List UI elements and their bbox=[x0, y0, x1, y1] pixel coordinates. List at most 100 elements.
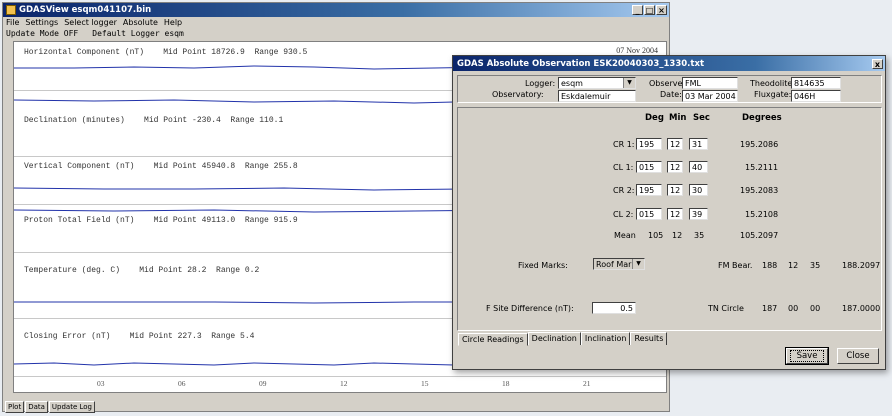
plot-date: 07 Nov 2004 bbox=[616, 46, 658, 55]
reading-label: CR 1: bbox=[613, 140, 635, 149]
panel-label: Declination (minutes) Mid Point -230.4 R… bbox=[24, 116, 284, 125]
sec-input[interactable]: 39 bbox=[689, 208, 708, 220]
degrees-value: 15.2111 bbox=[745, 163, 779, 172]
x-tick: 06 bbox=[178, 379, 186, 388]
fixed-marks-select[interactable]: Roof Mark ▼ bbox=[593, 258, 645, 270]
reading-label: CR 2: bbox=[613, 186, 635, 195]
absolute-observation-dialog: GDAS Absolute Observation ESK20040303_13… bbox=[452, 55, 886, 370]
observatory-field[interactable]: Eskdalemuir bbox=[558, 90, 636, 102]
observer-label: Observer: bbox=[649, 79, 689, 88]
fluxgate-field[interactable]: 046H bbox=[791, 90, 841, 102]
degrees-header: Degrees bbox=[742, 113, 782, 123]
mean-label: Mean bbox=[614, 231, 636, 240]
tn-circle-deg: 187 bbox=[762, 304, 778, 313]
menu-file[interactable]: File bbox=[6, 18, 20, 27]
app-icon bbox=[6, 5, 16, 15]
theodolite-label: Theodolite: bbox=[750, 79, 795, 88]
menu-settings[interactable]: Settings bbox=[25, 18, 59, 27]
tab-update-log[interactable]: Update Log bbox=[48, 401, 96, 413]
tab-circle-readings[interactable]: Circle Readings bbox=[458, 333, 528, 346]
panel-label: Vertical Component (nT) Mid Point 45940.… bbox=[24, 162, 298, 171]
chevron-down-icon: ▼ bbox=[623, 78, 635, 88]
deg-input[interactable]: 015 bbox=[636, 161, 662, 173]
logger-select[interactable]: esqm ▼ bbox=[558, 77, 636, 89]
deg-header: Deg bbox=[645, 113, 664, 123]
main-window-title: GDASView esqm041107.bin bbox=[19, 5, 152, 15]
min-header: Min bbox=[669, 113, 687, 123]
degrees-value: 195.2083 bbox=[740, 186, 779, 195]
logger-value: esqm bbox=[561, 79, 583, 88]
degrees-value: 195.2086 bbox=[740, 140, 779, 149]
x-tick: 15 bbox=[421, 379, 429, 388]
fm-bear-degrees: 188.2097 bbox=[842, 261, 881, 270]
observatory-label: Observatory: bbox=[492, 90, 544, 99]
date-field[interactable]: 03 Mar 2004 bbox=[682, 90, 738, 102]
panel-label: Horizontal Component (nT) Mid Point 1872… bbox=[24, 48, 308, 57]
deg-input[interactable]: 015 bbox=[636, 208, 662, 220]
update-mode-text: Update Mode OFF bbox=[6, 29, 79, 38]
close-button-label: Close bbox=[846, 351, 870, 361]
x-tick: 09 bbox=[259, 379, 267, 388]
fluxgate-value: 046H bbox=[794, 92, 816, 101]
theodolite-value: 814635 bbox=[794, 79, 825, 88]
tn-circle-sec: 00 bbox=[810, 304, 821, 313]
panel-label: Temperature (deg. C) Mid Point 28.2 Rang… bbox=[24, 266, 260, 275]
header-box: Logger: esqm ▼ Observatory: Eskdalemuir … bbox=[457, 75, 882, 103]
date-label: Date: bbox=[660, 90, 682, 99]
main-titlebar[interactable]: GDASView esqm041107.bin _ □ × bbox=[3, 3, 669, 17]
deg-input[interactable]: 195 bbox=[636, 138, 662, 150]
bottom-tabs: Plot Data Update Log bbox=[5, 401, 96, 413]
mean-deg: 105 bbox=[648, 231, 664, 240]
theodolite-field[interactable]: 814635 bbox=[791, 77, 841, 89]
fluxgate-label: Fluxgate: bbox=[754, 90, 792, 99]
dialog-titlebar[interactable]: GDAS Absolute Observation ESK20040303_13… bbox=[453, 56, 885, 71]
maximize-icon[interactable]: □ bbox=[644, 5, 655, 15]
fm-bear-deg: 188 bbox=[762, 261, 778, 270]
panel-label: Proton Total Field (nT) Mid Point 49113.… bbox=[24, 216, 298, 225]
tab-inclination[interactable]: Inclination bbox=[580, 332, 631, 345]
menubar: File Settings Select logger Absolute Hel… bbox=[3, 17, 669, 28]
sec-input[interactable]: 31 bbox=[689, 138, 708, 150]
reading-label: CL 1: bbox=[613, 163, 634, 172]
panel-label: Closing Error (nT) Mid Point 227.3 Range… bbox=[24, 332, 255, 341]
tab-declination[interactable]: Declination bbox=[527, 332, 581, 345]
dialog-close-icon[interactable]: x bbox=[872, 58, 883, 69]
dialog-tabs: Circle Readings Declination Inclination … bbox=[458, 332, 668, 346]
fm-bear-label: FM Bear. bbox=[718, 261, 753, 270]
f-site-input[interactable]: 0.5 bbox=[592, 302, 636, 314]
tab-data[interactable]: Data bbox=[25, 401, 48, 413]
min-input[interactable]: 12 bbox=[667, 184, 683, 196]
x-axis: 03 06 09 12 15 18 21 bbox=[14, 378, 666, 390]
sec-header: Sec bbox=[693, 113, 710, 123]
x-tick: 18 bbox=[502, 379, 510, 388]
min-input[interactable]: 12 bbox=[667, 161, 683, 173]
circle-readings-panel: Deg Min Sec Degrees CR 1: 195 12 31 195.… bbox=[457, 107, 882, 331]
menu-select-logger[interactable]: Select logger bbox=[64, 18, 117, 27]
min-input[interactable]: 12 bbox=[667, 138, 683, 150]
f-site-label: F Site Difference (nT): bbox=[486, 304, 574, 313]
x-tick: 12 bbox=[340, 379, 348, 388]
menu-absolute[interactable]: Absolute bbox=[122, 18, 158, 27]
menu-help[interactable]: Help bbox=[163, 18, 183, 27]
tn-circle-degrees: 187.0000 bbox=[842, 304, 881, 313]
minimize-icon[interactable]: _ bbox=[632, 5, 643, 15]
observer-value: FML bbox=[685, 79, 701, 88]
observer-field[interactable]: FML bbox=[682, 77, 738, 89]
close-button[interactable]: Close bbox=[837, 348, 879, 364]
degrees-value: 15.2108 bbox=[745, 210, 779, 219]
fixed-marks-label: Fixed Marks: bbox=[518, 261, 568, 270]
sec-input[interactable]: 30 bbox=[689, 184, 708, 196]
close-icon[interactable]: × bbox=[656, 5, 667, 15]
default-logger-text: Default Logger esqm bbox=[92, 29, 184, 38]
save-button-label: Save bbox=[789, 350, 825, 362]
sec-input[interactable]: 40 bbox=[689, 161, 708, 173]
status-line: Update Mode OFF Default Logger esqm bbox=[3, 28, 669, 39]
fm-bear-sec: 35 bbox=[810, 261, 821, 270]
tab-results[interactable]: Results bbox=[630, 332, 668, 345]
save-button[interactable]: Save bbox=[785, 347, 829, 365]
min-input[interactable]: 12 bbox=[667, 208, 683, 220]
deg-input[interactable]: 195 bbox=[636, 184, 662, 196]
reading-label: CL 2: bbox=[613, 210, 634, 219]
x-tick: 21 bbox=[583, 379, 591, 388]
tab-plot[interactable]: Plot bbox=[5, 401, 25, 413]
